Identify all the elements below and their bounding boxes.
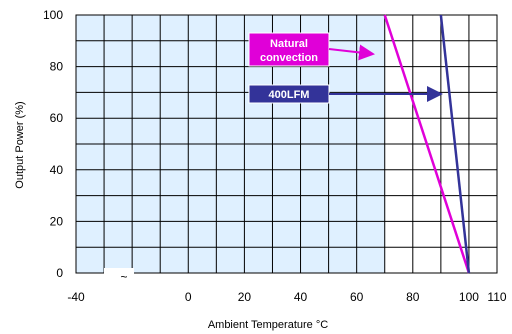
plot-frame <box>75 14 498 274</box>
y-axis-title: Output Power (%) <box>14 101 26 188</box>
x-tick-label: 20 <box>238 290 252 304</box>
y-tick-label: 100 <box>43 8 63 22</box>
y-tick-label: 0 <box>56 266 63 280</box>
x-tick-label: 110 <box>487 290 506 304</box>
y-tick-label: 40 <box>50 163 64 177</box>
callout-natural-convection-box <box>248 32 330 67</box>
x-tick-label: 40 <box>294 290 308 304</box>
callout-natural-convection-line2: convection <box>260 52 318 64</box>
axis-break-mask <box>104 268 134 278</box>
x-tick-label: -40 <box>67 290 85 304</box>
series-line-1 <box>439 14 471 274</box>
callout-400lfm: 400LFM <box>248 84 443 104</box>
x-tick-labels: -40 0 20 40 60 80 100 110 <box>67 290 507 304</box>
y-tick-label: 80 <box>50 60 64 74</box>
x-tick-label: 0 <box>185 290 192 304</box>
callout-natural-convection-line1: Natural <box>270 38 308 50</box>
series-line-0 <box>383 14 471 274</box>
y-tick-label: 20 <box>50 214 64 228</box>
callout-400lfm-label: 400LFM <box>269 89 310 101</box>
x-axis-title: Ambient Temperature °C <box>208 319 328 331</box>
y-tick-label: 60 <box>50 111 64 125</box>
x-tick-label: 80 <box>406 290 420 304</box>
axis-break-mark: ~ <box>120 270 127 284</box>
callout-natural-convection: Natural convection <box>248 32 375 67</box>
series-layer <box>383 14 471 274</box>
y-tick-labels: 0 20 40 60 80 100 <box>43 8 63 280</box>
x-tick-label: 100 <box>459 290 479 304</box>
x-tick-label: 60 <box>350 290 364 304</box>
callout-natural-convection-arrow <box>328 44 375 61</box>
